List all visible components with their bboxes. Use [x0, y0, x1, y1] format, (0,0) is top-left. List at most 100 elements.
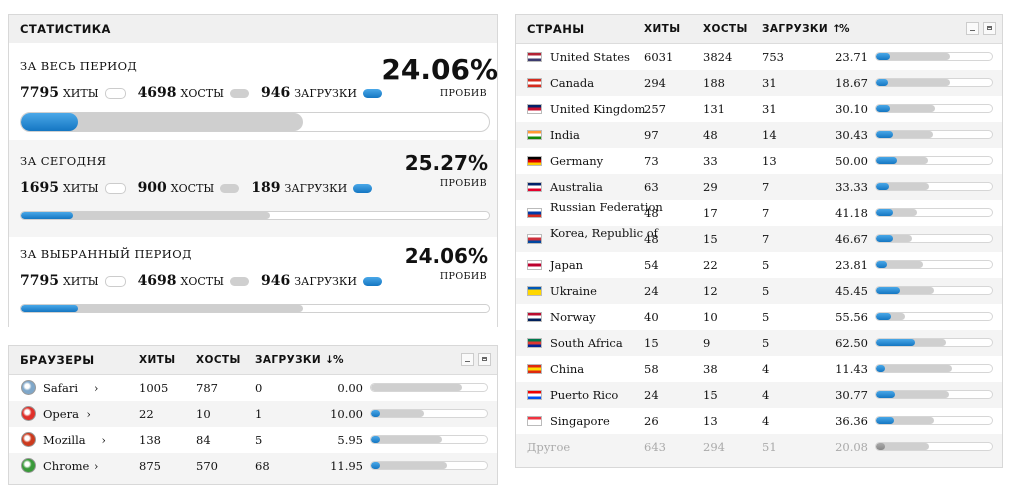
- chevron-right-icon[interactable]: ›: [94, 381, 99, 395]
- col-hits[interactable]: ХИТЫ: [644, 23, 681, 35]
- downloads-fill: [371, 410, 380, 417]
- browser-row[interactable]: Safari › 1005 787 0 0.00: [9, 375, 497, 401]
- minimize-icon[interactable]: [461, 353, 474, 366]
- country-name[interactable]: Ukraine: [550, 284, 597, 298]
- country-row[interactable]: Australia 63 29 7 33.33: [516, 174, 1002, 200]
- kr-flag-icon: [527, 234, 542, 244]
- country-hits: 97: [644, 128, 659, 142]
- country-progress-bar: [875, 260, 993, 269]
- conversion-label: ПРОБИВ: [439, 178, 487, 189]
- browser-hosts: 10: [196, 407, 211, 421]
- countries-title: СТРАНЫ: [527, 22, 585, 36]
- country-name[interactable]: Japan: [550, 258, 584, 272]
- country-hits: 294: [644, 76, 666, 90]
- browser-name[interactable]: Chrome: [43, 459, 90, 473]
- browser-hits: 138: [139, 433, 161, 447]
- country-row[interactable]: United States 6031 3824 753 23.71: [516, 44, 1002, 70]
- hosts-fill: [876, 209, 918, 216]
- country-row[interactable]: Russian Federation 48 17 7 41.18: [516, 200, 1002, 226]
- countries-header: СТРАНЫ ХИТЫ ХОСТЫ ЗАГРУЗКИ ↑ %: [516, 15, 1002, 44]
- downloads-label: ЗАГРУЗКИ: [294, 86, 357, 100]
- hosts-fill: [371, 462, 447, 469]
- country-name[interactable]: Puerto Rico: [550, 388, 619, 402]
- maximize-icon[interactable]: [478, 353, 491, 366]
- country-row[interactable]: Germany 73 33 13 50.00: [516, 148, 1002, 174]
- country-progress-bar: [875, 442, 993, 451]
- country-row[interactable]: United Kingdom 257 131 31 30.10: [516, 96, 1002, 122]
- browser-progress-bar: [370, 409, 488, 418]
- country-name[interactable]: Norway: [550, 310, 596, 324]
- country-downloads: 31: [762, 76, 777, 90]
- browser-row[interactable]: Opera › 22 10 1 10.00: [9, 401, 497, 427]
- minimize-icon[interactable]: [966, 22, 979, 35]
- other-countries-row[interactable]: Другое 643 294 51 20.08: [516, 434, 1002, 460]
- stats-panel: СТАТИСТИКА ЗА ВЕСЬ ПЕРИОД 7795 ХИТЫ 4698 ХОС…: [8, 14, 498, 327]
- col-pct[interactable]: %: [333, 354, 344, 366]
- country-row[interactable]: Puerto Rico 24 15 4 30.77: [516, 382, 1002, 408]
- country-name[interactable]: Singapore: [550, 414, 610, 428]
- country-row[interactable]: South Africa 15 9 5 62.50: [516, 330, 1002, 356]
- browser-row[interactable]: Chrome › 875 570 68 11.95: [9, 453, 497, 479]
- browser-name[interactable]: Safari: [43, 381, 79, 395]
- browser-row[interactable]: Mozilla › 138 84 5 5.95: [9, 427, 497, 453]
- browser-hosts: 787: [196, 381, 218, 395]
- col-hosts[interactable]: ХОСТЫ: [703, 23, 748, 35]
- country-name[interactable]: India: [550, 128, 580, 142]
- browser-progress-bar: [370, 461, 488, 470]
- col-pct[interactable]: %: [839, 23, 850, 35]
- country-name[interactable]: Australia: [550, 180, 603, 194]
- country-downloads: 5: [762, 258, 770, 272]
- country-downloads: 4: [762, 414, 770, 428]
- country-hits: 54: [644, 258, 659, 272]
- maximize-icon[interactable]: [983, 22, 996, 35]
- hosts-fill: [876, 365, 952, 372]
- downloads-fill: [876, 287, 901, 294]
- chevron-right-icon[interactable]: ›: [86, 407, 91, 421]
- hits-label: ХИТЫ: [62, 181, 99, 195]
- col-downloads[interactable]: ЗАГРУЗКИ ↓: [255, 354, 335, 366]
- country-row[interactable]: Canada 294 188 31 18.67: [516, 70, 1002, 96]
- country-row[interactable]: Ukraine 24 12 5 45.45: [516, 278, 1002, 304]
- browser-name[interactable]: Mozilla: [43, 433, 86, 447]
- downloads-fill: [876, 157, 897, 164]
- downloads-fill: [21, 113, 78, 131]
- country-hosts: 9: [703, 336, 711, 350]
- country-name[interactable]: Russian Federation: [550, 200, 663, 214]
- col-hits[interactable]: ХИТЫ: [139, 354, 176, 366]
- col-downloads[interactable]: ЗАГРУЗКИ ↑: [762, 23, 842, 35]
- country-name[interactable]: United States: [550, 50, 630, 64]
- hosts-fill: [876, 313, 905, 320]
- chevron-right-icon[interactable]: ›: [94, 459, 99, 473]
- country-hosts: 10: [703, 310, 718, 324]
- hosts-fill: [876, 105, 936, 112]
- country-row[interactable]: Korea, Republic of 48 15 7 46.67: [516, 226, 1002, 252]
- country-row[interactable]: India 97 48 14 30.43: [516, 122, 1002, 148]
- country-row[interactable]: Norway 40 10 5 55.56: [516, 304, 1002, 330]
- country-downloads: 7: [762, 180, 770, 194]
- period-stats: 7795 ХИТЫ 4698 ХОСТЫ 946 ЗАГРУЗКИ: [20, 85, 394, 101]
- country-downloads: 5: [762, 284, 770, 298]
- hosts-value: 4698: [137, 85, 177, 101]
- country-name[interactable]: Korea, Republic of: [550, 226, 658, 240]
- browser-downloads: 0: [255, 381, 263, 395]
- country-percent: 55.56: [835, 310, 868, 324]
- chevron-right-icon[interactable]: ›: [101, 433, 106, 447]
- country-row[interactable]: China 58 38 4 11.43: [516, 356, 1002, 382]
- country-name[interactable]: South Africa: [550, 336, 623, 350]
- country-row[interactable]: Japan 54 22 5 23.81: [516, 252, 1002, 278]
- country-downloads: 7: [762, 232, 770, 246]
- legend-swatch: [104, 182, 126, 194]
- hosts-fill: [876, 287, 934, 294]
- hosts-fill: [21, 305, 304, 312]
- country-row[interactable]: Singapore 26 13 4 36.36: [516, 408, 1002, 434]
- country-name[interactable]: Germany: [550, 154, 604, 168]
- col-hosts[interactable]: ХОСТЫ: [196, 354, 241, 366]
- country-name[interactable]: Canada: [550, 76, 595, 90]
- ca-flag-icon: [527, 78, 542, 88]
- country-downloads: 7: [762, 206, 770, 220]
- country-name[interactable]: China: [550, 362, 585, 376]
- hosts-fill: [876, 157, 929, 164]
- browser-name[interactable]: Opera: [43, 407, 79, 421]
- browser-hits: 875: [139, 459, 161, 473]
- country-name[interactable]: United Kingdom: [550, 102, 646, 116]
